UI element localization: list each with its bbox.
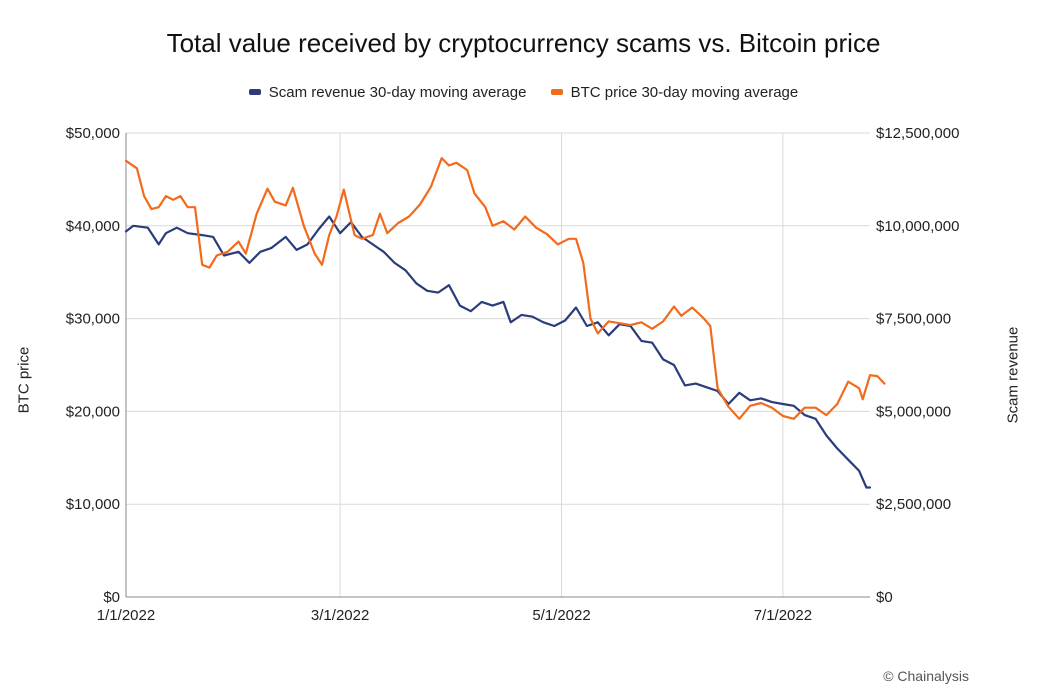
y-left-tick-label: $0	[103, 589, 120, 606]
y-right-tick-label: $10,000,000	[876, 218, 959, 235]
y-right-tick-label: $0	[876, 589, 893, 606]
legend-swatch-btc-price	[550, 89, 563, 95]
y-left-tick-label: $30,000	[66, 311, 120, 328]
source-credit: © Chainalysis	[883, 668, 969, 684]
x-tick-label: 1/1/2022	[97, 607, 155, 624]
y-right-tick-label: $7,500,000	[876, 311, 951, 328]
y-left-tick-label: $40,000	[66, 218, 120, 235]
y-right-tick-label: $5,000,000	[876, 403, 951, 420]
legend-item-scam-revenue: Scam revenue 30-day moving average	[248, 83, 527, 101]
series-line-scam-revenue	[124, 215, 872, 489]
x-tick-label: 5/1/2022	[532, 607, 590, 624]
legend-label-scam-revenue: Scam revenue 30-day moving average	[268, 83, 527, 101]
y-right-tick-label: $2,500,000	[876, 496, 951, 513]
y-left-tick-label: $50,000	[66, 125, 120, 142]
x-tick-label: 3/1/2022	[311, 607, 369, 624]
legend: Scam revenue 30-day moving average BTC p…	[0, 82, 1047, 101]
y-left-tick-label: $10,000	[66, 496, 120, 513]
series-line-btc-price	[124, 157, 886, 420]
legend-item-btc-price: BTC price 30-day moving average	[550, 83, 799, 101]
legend-label-btc-price: BTC price 30-day moving average	[570, 83, 799, 101]
legend-swatch-scam-revenue	[248, 89, 261, 95]
x-tick-label: 7/1/2022	[754, 607, 812, 624]
y-left-tick-label: $20,000	[66, 403, 120, 420]
chart-title: Total value received by cryptocurrency s…	[166, 28, 881, 58]
y-right-tick-label: $12,500,000	[876, 125, 959, 142]
